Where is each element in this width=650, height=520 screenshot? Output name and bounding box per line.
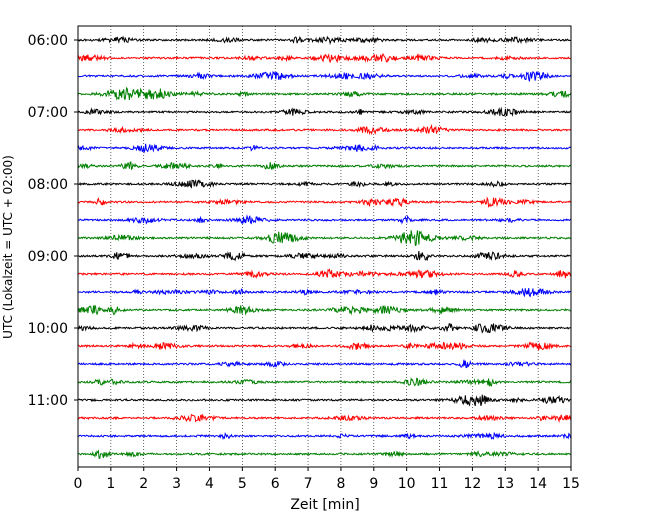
seismic-trace <box>77 377 572 387</box>
seismic-trace <box>77 413 572 423</box>
x-tick-label: 4 <box>205 476 214 492</box>
seismic-trace <box>77 70 572 82</box>
x-tick-label: 0 <box>74 476 83 492</box>
seismic-trace <box>77 143 572 154</box>
seismic-trace <box>77 196 572 208</box>
y-tick-label: 09:00 <box>28 249 68 265</box>
x-tick-label: 13 <box>496 476 514 492</box>
seismic-trace <box>77 394 572 407</box>
y-tick-label: 11:00 <box>28 393 68 409</box>
seismic-trace <box>77 268 572 279</box>
x-tick-label: 8 <box>336 476 345 492</box>
seismic-trace <box>77 106 572 117</box>
seismic-trace <box>77 431 572 441</box>
x-tick-label: 14 <box>529 476 547 492</box>
seismic-trace <box>77 287 572 298</box>
y-tick-label: 06:00 <box>28 33 68 49</box>
seismic-trace <box>77 214 572 225</box>
x-tick-label: 5 <box>238 476 247 492</box>
y-tick-label: 08:00 <box>28 177 68 193</box>
seismic-trace <box>77 161 572 171</box>
seismic-trace <box>77 304 572 316</box>
seismic-trace <box>77 86 572 101</box>
seismic-trace <box>77 341 572 351</box>
x-tick-label: 12 <box>463 476 481 492</box>
x-tick-label: 6 <box>271 476 280 492</box>
x-axis-ticks: 0 1 2 3 4 5 6 7 8 9 10 11 12 13 14 15 <box>74 467 580 492</box>
x-tick-label: 9 <box>369 476 378 492</box>
seismic-trace <box>77 251 572 262</box>
x-tick-label: 7 <box>304 476 313 492</box>
x-tick-label: 2 <box>139 476 148 492</box>
plot-frame <box>77 25 572 468</box>
seismic-trace <box>77 123 572 136</box>
x-tick-label: 15 <box>562 476 580 492</box>
trace-group <box>77 35 572 459</box>
x-tick-label: 10 <box>398 476 416 492</box>
seismic-trace <box>77 35 572 46</box>
y-axis-ticks: 06:00 07:00 08:00 09:00 10:00 11:00 <box>28 33 78 409</box>
seismic-trace <box>77 230 572 247</box>
seismic-trace <box>77 449 572 459</box>
y-tick-label: 10:00 <box>28 321 68 337</box>
x-axis-label: Zeit [min] <box>290 497 359 513</box>
seismic-trace <box>77 323 571 334</box>
seismic-trace <box>77 179 572 189</box>
x-tick-label: 3 <box>172 476 181 492</box>
y-tick-label: 07:00 <box>28 105 68 121</box>
y-axis-label: UTC (Lokalzeit = UTC + 02:00) <box>1 155 15 339</box>
seismic-trace <box>77 53 572 64</box>
x-tick-label: 1 <box>106 476 115 492</box>
seismic-trace <box>77 359 572 369</box>
x-tick-label: 11 <box>431 476 449 492</box>
